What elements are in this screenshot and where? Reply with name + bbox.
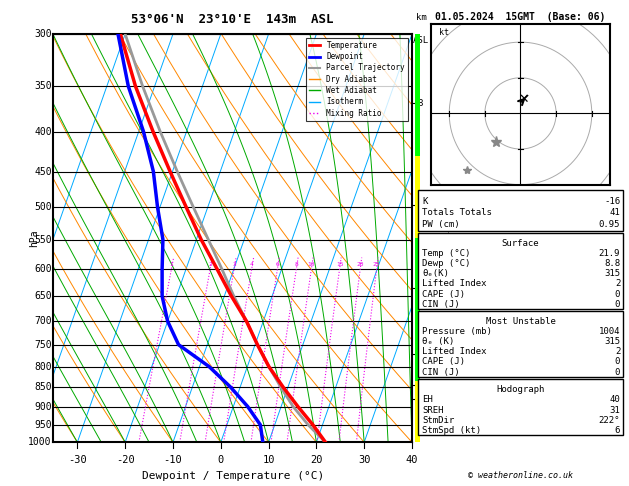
Text: 25: 25 [373, 261, 381, 267]
Text: EH: EH [422, 395, 433, 404]
Text: 315: 315 [604, 269, 620, 278]
Text: Most Unstable: Most Unstable [486, 317, 555, 326]
Text: 8: 8 [294, 261, 298, 267]
Text: 0: 0 [615, 299, 620, 309]
Text: CIN (J): CIN (J) [422, 367, 460, 377]
Text: Dewp (°C): Dewp (°C) [422, 260, 470, 268]
Text: 900: 900 [34, 401, 52, 412]
Text: 850: 850 [34, 382, 52, 392]
Text: θₑ(K): θₑ(K) [422, 269, 449, 278]
Text: 4: 4 [418, 284, 423, 293]
Text: 10: 10 [262, 454, 275, 465]
Text: Hodograph: Hodograph [496, 385, 545, 394]
Text: 1000: 1000 [28, 437, 52, 447]
Text: km: km [416, 13, 426, 22]
Text: LCL: LCL [418, 381, 432, 390]
Text: 400: 400 [34, 126, 52, 137]
Text: hPa: hPa [29, 229, 39, 247]
Text: 315: 315 [604, 337, 620, 347]
Text: kt: kt [438, 28, 448, 37]
Text: 650: 650 [34, 291, 52, 301]
Text: 20: 20 [357, 261, 364, 267]
Text: 950: 950 [34, 420, 52, 430]
Text: 40: 40 [406, 454, 418, 465]
Text: StmDir: StmDir [422, 416, 454, 425]
Text: 41: 41 [610, 208, 620, 217]
Text: 1004: 1004 [599, 327, 620, 336]
Text: PW (cm): PW (cm) [422, 220, 460, 229]
Text: -10: -10 [164, 454, 182, 465]
Text: CAPE (J): CAPE (J) [422, 358, 465, 366]
Text: 4: 4 [250, 261, 253, 267]
Text: 01.05.2024  15GMT  (Base: 06): 01.05.2024 15GMT (Base: 06) [435, 12, 606, 22]
Text: Pressure (mb): Pressure (mb) [422, 327, 492, 336]
Text: 800: 800 [34, 362, 52, 372]
Text: 20: 20 [310, 454, 323, 465]
Text: 6: 6 [615, 426, 620, 435]
Text: 750: 750 [34, 340, 52, 350]
Text: 21.9: 21.9 [599, 249, 620, 259]
Text: StmSpd (kt): StmSpd (kt) [422, 426, 481, 435]
Text: 15: 15 [336, 261, 343, 267]
Text: 0: 0 [218, 454, 224, 465]
Text: 10: 10 [308, 261, 315, 267]
Text: 2: 2 [208, 261, 212, 267]
Text: 350: 350 [34, 81, 52, 91]
Text: 300: 300 [34, 29, 52, 39]
Text: CAPE (J): CAPE (J) [422, 290, 465, 298]
Text: 3: 3 [232, 261, 236, 267]
Text: 8.8: 8.8 [604, 260, 620, 268]
Legend: Temperature, Dewpoint, Parcel Trajectory, Dry Adiabat, Wet Adiabat, Isotherm, Mi: Temperature, Dewpoint, Parcel Trajectory… [306, 38, 408, 121]
Text: 0: 0 [615, 290, 620, 298]
Text: 700: 700 [34, 316, 52, 326]
Text: -30: -30 [68, 454, 87, 465]
Text: θₑ (K): θₑ (K) [422, 337, 454, 347]
Text: Dewpoint / Temperature (°C): Dewpoint / Temperature (°C) [142, 471, 324, 481]
Text: -16: -16 [604, 197, 620, 206]
Text: 31: 31 [610, 405, 620, 415]
Text: 2: 2 [615, 279, 620, 289]
Text: Lifted Index: Lifted Index [422, 347, 487, 356]
Text: 450: 450 [34, 167, 52, 176]
Text: 550: 550 [34, 235, 52, 244]
Text: 30: 30 [358, 454, 370, 465]
Text: SREH: SREH [422, 405, 443, 415]
Text: 40: 40 [610, 395, 620, 404]
Text: Surface: Surface [502, 239, 539, 248]
Text: 8: 8 [418, 99, 423, 108]
Text: 0.95: 0.95 [599, 220, 620, 229]
Text: 0: 0 [615, 367, 620, 377]
Text: 2: 2 [615, 347, 620, 356]
Text: -20: -20 [116, 454, 135, 465]
Text: 2: 2 [418, 394, 423, 403]
Text: ASL: ASL [413, 36, 429, 45]
Text: 222°: 222° [599, 416, 620, 425]
Text: Totals Totals: Totals Totals [422, 208, 492, 217]
Text: 600: 600 [34, 264, 52, 274]
Text: Mixing Ratio (g/kg): Mixing Ratio (g/kg) [443, 191, 452, 286]
Text: 53°06'N  23°10'E  143m  ASL: 53°06'N 23°10'E 143m ASL [131, 13, 334, 26]
Text: Temp (°C): Temp (°C) [422, 249, 470, 259]
Text: 0: 0 [615, 358, 620, 366]
Text: CIN (J): CIN (J) [422, 299, 460, 309]
Text: 3: 3 [418, 349, 423, 358]
Text: 500: 500 [34, 202, 52, 212]
Text: © weatheronline.co.uk: © weatheronline.co.uk [468, 471, 573, 480]
Text: 6: 6 [276, 261, 279, 267]
Text: K: K [422, 197, 428, 206]
Text: 1: 1 [170, 261, 174, 267]
Text: 6: 6 [418, 201, 423, 209]
Text: Lifted Index: Lifted Index [422, 279, 487, 289]
Text: ✕: ✕ [519, 93, 530, 105]
